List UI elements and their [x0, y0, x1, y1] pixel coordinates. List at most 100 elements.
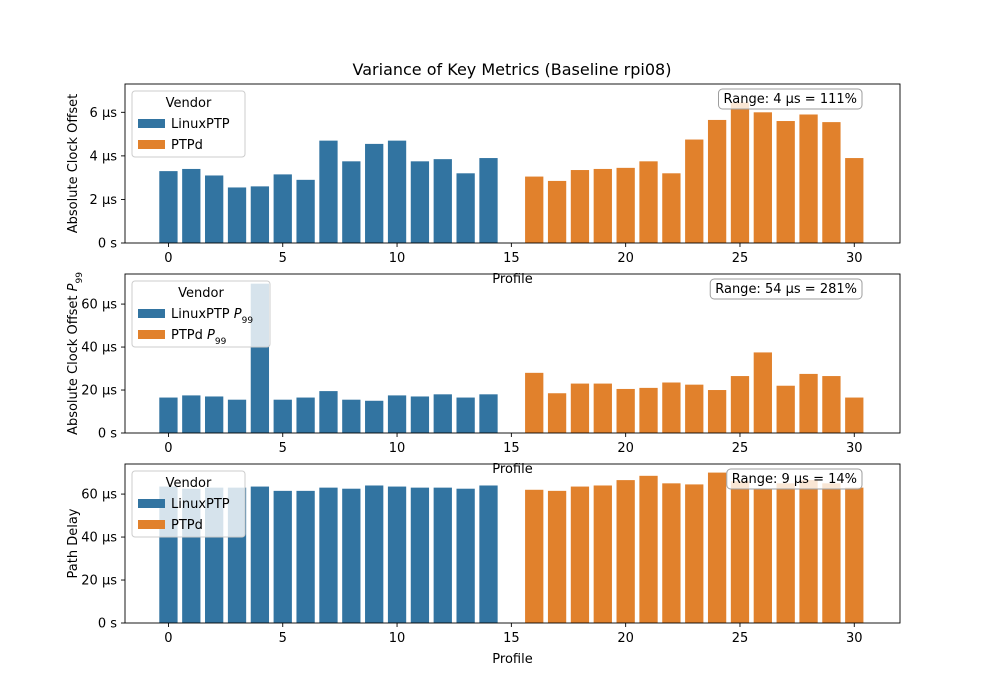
- legend-label-linuxptp: LinuxPTP: [171, 497, 230, 512]
- bar-linuxptp-13: [456, 488, 475, 623]
- bar-ptpd-21: [639, 387, 658, 433]
- x-tick-label: 25: [732, 631, 749, 646]
- bar-ptpd-25: [730, 376, 750, 433]
- range-annotation-box: [718, 88, 863, 110]
- subplot-1: 0 s 2 µs 4 µs 6 µs 0 5 10 15 20 25 30 Profile Absolu…: [66, 83, 901, 287]
- legend-swatch-linuxptp: [138, 119, 165, 128]
- bar-ptpd-18: [570, 486, 590, 623]
- bar-linuxptp-7: [319, 140, 338, 243]
- legend-label-ptpd: PTPd: [171, 518, 203, 533]
- bar-ptpd-29: [822, 122, 841, 243]
- legend: Vendor LinuxPTP P99 PTPd P99: [131, 280, 271, 348]
- x-tick-label: 10: [389, 251, 406, 266]
- bar-linuxptp-11: [410, 396, 430, 433]
- bar-linuxptp-14: [479, 485, 498, 623]
- bar-ptpd-24: [707, 472, 727, 623]
- bar-linuxptp-6: [296, 397, 315, 433]
- bar-linuxptp-5: [273, 399, 292, 433]
- bar-linuxptp-14: [479, 394, 498, 433]
- bar-ptpd-22: [662, 173, 681, 243]
- legend-swatch-ptpd: [138, 330, 165, 339]
- bar-ptpd-17: [547, 180, 567, 243]
- x-tick-label: 0: [164, 441, 172, 456]
- range-annotation-box: [709, 278, 863, 300]
- y-tick-label: 0 s: [98, 427, 117, 442]
- bar-linuxptp-11: [410, 487, 430, 623]
- bar-linuxptp-6: [296, 179, 315, 243]
- y-tick-label: 4 µs: [90, 149, 118, 164]
- bar-ptpd-23: [685, 484, 704, 623]
- y-tick-label: 0 s: [98, 617, 117, 632]
- y-tick-label: 20 µs: [81, 384, 117, 399]
- legend-title: Vendor: [178, 286, 224, 301]
- x-tick-label: 5: [279, 441, 287, 456]
- x-tick-label: 5: [279, 631, 287, 646]
- bar-ptpd-30: [845, 158, 864, 243]
- bar-linuxptp-4: [250, 486, 270, 623]
- x-axis-label: Profile: [492, 272, 532, 287]
- y-tick-label: 60 µs: [81, 298, 117, 313]
- bar-linuxptp-8: [342, 399, 361, 433]
- bar-linuxptp-1: [182, 395, 201, 433]
- bar-ptpd-17: [547, 393, 567, 433]
- bar-ptpd-30: [845, 397, 864, 433]
- range-annotation: Range: 4 µs = 111%: [718, 88, 863, 110]
- bar-linuxptp-7: [319, 391, 338, 433]
- bar-ptpd-30: [845, 487, 864, 623]
- x-tick-label: 25: [732, 441, 749, 456]
- legend-label-linuxptp: LinuxPTP P99: [171, 307, 253, 326]
- bar-ptpd-27: [776, 385, 795, 433]
- bar-linuxptp-13: [456, 397, 475, 433]
- bar-ptpd-24: [707, 119, 727, 243]
- bar-ptpd-22: [662, 483, 681, 623]
- y-tick-label: 60 µs: [81, 488, 117, 503]
- bar-linuxptp-10: [387, 395, 407, 433]
- x-tick-label: 30: [846, 441, 863, 456]
- bar-linuxptp-8: [342, 488, 361, 623]
- bar-ptpd-16: [525, 489, 544, 623]
- range-annotation-text: Range: 54 µs = 281%: [715, 282, 857, 297]
- bar-linuxptp-1: [182, 168, 201, 243]
- legend-box: [131, 280, 271, 348]
- bar-ptpd-17: [547, 490, 567, 623]
- bar-linuxptp-0: [159, 171, 178, 243]
- x-tick-label: 5: [279, 251, 287, 266]
- bar-ptpd-28: [799, 114, 818, 243]
- x-tick-label: 20: [617, 441, 634, 456]
- bar-linuxptp-10: [387, 486, 407, 623]
- axes-frame: [124, 83, 901, 244]
- chart-title: Variance of Key Metrics (Baseline rpi08): [353, 60, 672, 79]
- legend-swatch-linuxptp: [138, 499, 165, 508]
- x-tick-label: 20: [617, 251, 634, 266]
- bar-ptpd-18: [570, 383, 590, 433]
- range-annotation: Range: 54 µs = 281%: [709, 278, 863, 300]
- x-axis-label: Profile: [492, 462, 532, 477]
- y-tick-label: 40 µs: [81, 531, 117, 546]
- legend-title: Vendor: [166, 476, 212, 491]
- bar-linuxptp-6: [296, 490, 315, 623]
- bar-ptpd-23: [685, 139, 704, 243]
- bar-ptpd-22: [662, 382, 681, 433]
- bar-ptpd-25: [730, 102, 750, 243]
- range-annotation: Range: 9 µs = 14%: [726, 468, 863, 490]
- x-axis-label: Profile: [492, 652, 532, 667]
- range-annotation-box: [726, 468, 863, 490]
- legend-swatch-ptpd: [138, 520, 165, 529]
- x-tick-label: 15: [503, 631, 520, 646]
- bar-linuxptp-5: [273, 490, 292, 623]
- axes-frame: [124, 463, 901, 624]
- bar-ptpd-16: [525, 372, 544, 433]
- y-tick-label: 6 µs: [90, 106, 118, 121]
- bar-linuxptp-0: [159, 397, 178, 433]
- x-tick-label: 20: [617, 631, 634, 646]
- bar-linuxptp-9: [365, 400, 384, 433]
- x-tick-label: 15: [503, 251, 520, 266]
- legend-label-linuxptp: LinuxPTP: [171, 117, 230, 132]
- subplot-2: 0 s 20 µs 40 µs 60 µs 0 5 10 15 20 25 30 Profile Abs…: [66, 272, 901, 477]
- y-tick-label: 40 µs: [81, 341, 117, 356]
- y-tick-label: 2 µs: [90, 193, 118, 208]
- x-tick-label: 25: [732, 251, 749, 266]
- bar-linuxptp-10: [387, 140, 407, 243]
- x-tick-label: 30: [846, 631, 863, 646]
